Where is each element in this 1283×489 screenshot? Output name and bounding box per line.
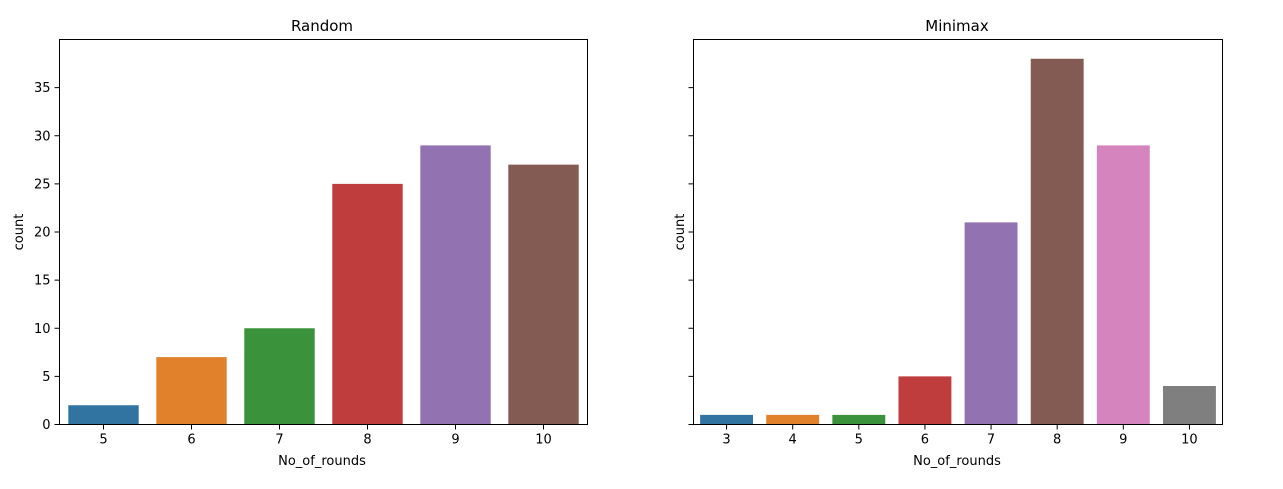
bar-10	[1162, 386, 1216, 425]
bar-8	[332, 183, 403, 425]
chart-title: Random	[291, 17, 353, 35]
x-ticks: 3 4 5 6 7 8 9 10	[722, 424, 1198, 448]
x-tick-label: 10	[1181, 433, 1198, 448]
x-tick-label: 5	[99, 433, 107, 448]
bar-6	[898, 376, 952, 425]
plot-frame	[59, 39, 588, 425]
x-tick-label: 5	[855, 433, 863, 448]
bar-6	[156, 357, 227, 425]
y-tick-label: 5	[42, 370, 50, 385]
y-tick-label: 0	[42, 418, 50, 433]
bar-7	[244, 328, 315, 425]
bar-4	[766, 414, 820, 425]
plot-frame	[693, 39, 1223, 425]
minimax-chart: Minimax No_of_rounds count 3 4 5 6 7 8 9 10	[673, 17, 1223, 469]
x-tick-label: 7	[275, 433, 283, 448]
bar-5	[68, 405, 139, 425]
bars	[700, 58, 1216, 425]
bar-5	[832, 414, 886, 425]
bar-9	[1096, 145, 1150, 425]
y-ticks: 0 5 10 15 20 25 30 35	[34, 81, 60, 433]
y-axis-label: count	[12, 214, 27, 251]
y-tick-label: 10	[34, 322, 51, 337]
y-tick-label: 30	[34, 129, 51, 144]
y-tick-label: 25	[34, 177, 51, 192]
x-tick-label: 3	[722, 433, 730, 448]
x-tick-label: 8	[1053, 433, 1061, 448]
y-tick-label: 20	[34, 226, 51, 241]
random-chart: Random No_of_rounds count 0 5 10 15 20 25 30 35…	[12, 17, 588, 469]
x-axis-label: No_of_rounds	[278, 454, 366, 469]
bar-8	[1030, 58, 1084, 425]
bar-10	[508, 164, 579, 425]
x-tick-label: 9	[1119, 433, 1127, 448]
x-tick-label: 4	[789, 433, 797, 448]
y-tick-label: 15	[34, 274, 51, 289]
x-tick-label: 9	[451, 433, 459, 448]
bar-7	[964, 222, 1018, 425]
chart-title: Minimax	[925, 17, 989, 35]
bar-3	[700, 414, 754, 425]
x-axis-label: No_of_rounds	[913, 454, 1001, 469]
bar-9	[420, 145, 491, 425]
x-tick-label: 6	[187, 433, 195, 448]
y-axis-label: count	[673, 214, 688, 251]
x-tick-label: 8	[363, 433, 371, 448]
y-tick-label: 35	[34, 81, 51, 96]
x-tick-label: 10	[535, 433, 552, 448]
x-ticks: 5 6 7 8 9 10	[99, 424, 552, 448]
x-tick-label: 6	[921, 433, 929, 448]
bars	[68, 145, 579, 425]
y-ticks	[688, 87, 694, 425]
x-tick-label: 7	[987, 433, 995, 448]
